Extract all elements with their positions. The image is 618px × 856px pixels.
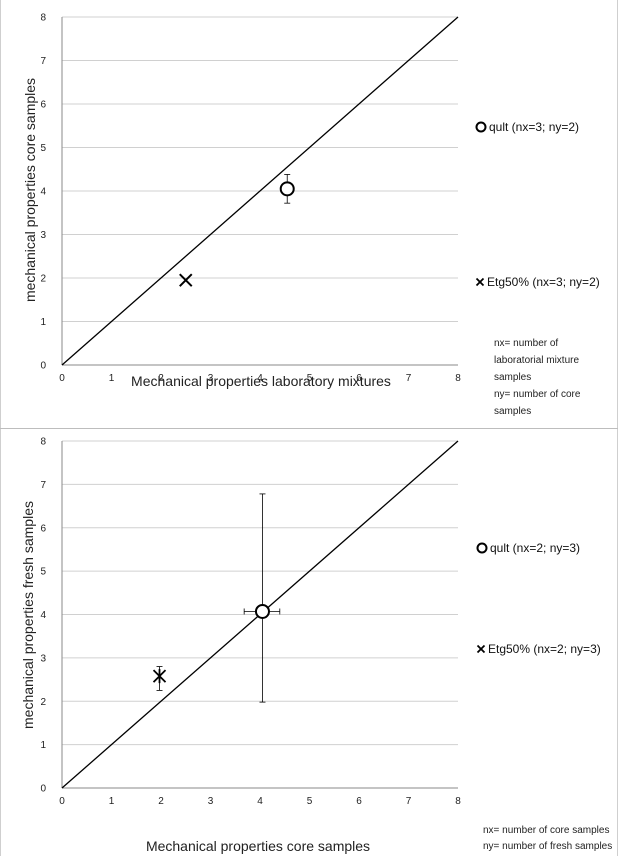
data-marks <box>179 174 295 287</box>
y-tick-label: 7 <box>40 480 46 491</box>
x-tick-label: 2 <box>158 796 164 807</box>
axes <box>61 441 458 789</box>
x-tick-label: 8 <box>455 373 461 384</box>
x-tick-label: 4 <box>257 373 263 384</box>
y-axis-title: mechanical properties core samples <box>22 78 38 302</box>
y-tick-label: 8 <box>40 13 46 24</box>
sample-notes: nx= number of core samples ny= number of… <box>483 825 612 852</box>
y-tick-label: 8 <box>40 437 46 448</box>
y-tick-label: 1 <box>40 740 46 751</box>
x-tick-labels: 0 1 2 3 4 5 6 7 8 <box>59 373 461 384</box>
chart-panel-bottom: 0 1 2 3 4 5 6 7 8 0 1 2 3 4 5 6 7 8 Mechanical propertie… <box>20 437 612 855</box>
y-tick-label: 5 <box>40 143 46 154</box>
y-tick-labels: 0 1 2 3 4 5 6 7 8 <box>40 13 46 372</box>
x-tick-label: 3 <box>208 796 214 807</box>
y-tick-label: 0 <box>40 784 46 795</box>
x-tick-label: 5 <box>307 373 313 384</box>
y-tick-label: 3 <box>40 653 46 664</box>
y-tick-label: 1 <box>40 317 46 328</box>
y-tick-label: 4 <box>40 187 46 198</box>
x-tick-label: 3 <box>208 373 214 384</box>
legend-entry-qult: qult (nx=3; ny=2) <box>489 120 579 134</box>
data-point-star <box>152 669 167 684</box>
chart-panel-top: 0 1 2 3 4 5 6 7 8 0 1 2 3 4 5 6 7 8 Mechanical propertie… <box>22 13 600 418</box>
legend: qult (nx=2; ny=3) Etg50% (nx=2; ny=3) <box>476 541 601 656</box>
y-tick-label: 6 <box>40 100 46 111</box>
data-point-circle <box>279 181 295 197</box>
y-tick-label: 3 <box>40 230 46 241</box>
sample-notes: nx= number of laboratorial mixture sampl… <box>494 338 581 417</box>
data-marks <box>152 493 281 703</box>
x-tick-label: 6 <box>356 796 362 807</box>
x-tick-label: 7 <box>406 373 412 384</box>
x-tick-label: 7 <box>406 796 412 807</box>
legend-x-marker <box>475 277 485 287</box>
legend-x-marker <box>476 644 486 654</box>
y-tick-labels: 0 1 2 3 4 5 6 7 8 <box>40 437 46 795</box>
axes <box>61 17 458 366</box>
y-tick-label: 6 <box>40 523 46 534</box>
grid-lines <box>62 440 458 746</box>
note-line: ny= number of fresh samples <box>483 841 612 852</box>
note-line: nx= number of <box>494 338 558 349</box>
reference-line <box>61 16 459 366</box>
legend-entry-etg50: Etg50% (nx=2; ny=3) <box>488 642 601 656</box>
x-tick-label: 8 <box>455 796 461 807</box>
legend-entry-qult: qult (nx=2; ny=3) <box>490 541 580 555</box>
note-line: nx= number of core samples <box>483 825 609 836</box>
y-tick-label: 2 <box>40 274 46 285</box>
data-point-x <box>179 273 193 287</box>
y-tick-label: 7 <box>40 56 46 67</box>
grid-lines <box>62 16 458 322</box>
x-axis-title: Mechanical properties core samples <box>146 838 370 854</box>
y-tick-label: 2 <box>40 697 46 708</box>
x-tick-label: 1 <box>109 796 115 807</box>
data-point-circle <box>254 603 270 619</box>
x-tick-label: 5 <box>307 796 313 807</box>
note-line: samples <box>494 406 531 417</box>
y-tick-label: 5 <box>40 567 46 578</box>
legend-circle-marker <box>476 542 488 554</box>
x-axis-title: Mechanical properties laboratory mixture… <box>131 373 391 389</box>
x-tick-labels: 0 1 2 3 4 5 6 7 8 <box>59 796 461 807</box>
y-axis-title: mechanical properties fresh samples <box>20 501 36 729</box>
x-tick-label: 1 <box>109 373 115 384</box>
note-line: laboratorial mixture <box>494 355 579 366</box>
x-tick-label: 2 <box>158 373 164 384</box>
legend-circle-marker <box>475 121 487 133</box>
reference-line-group <box>61 16 459 366</box>
x-tick-label: 4 <box>257 796 263 807</box>
x-tick-label: 6 <box>356 373 362 384</box>
x-tick-label: 0 <box>59 796 65 807</box>
y-tick-label: 0 <box>40 361 46 372</box>
legend-entry-etg50: Etg50% (nx=3; ny=2) <box>487 275 600 289</box>
y-tick-label: 4 <box>40 610 46 621</box>
note-line: ny= number of core <box>494 389 581 400</box>
legend: qult (nx=3; ny=2) Etg50% (nx=3; ny=2) <box>475 120 600 289</box>
note-line: samples <box>494 372 531 383</box>
x-tick-label: 0 <box>59 373 65 384</box>
